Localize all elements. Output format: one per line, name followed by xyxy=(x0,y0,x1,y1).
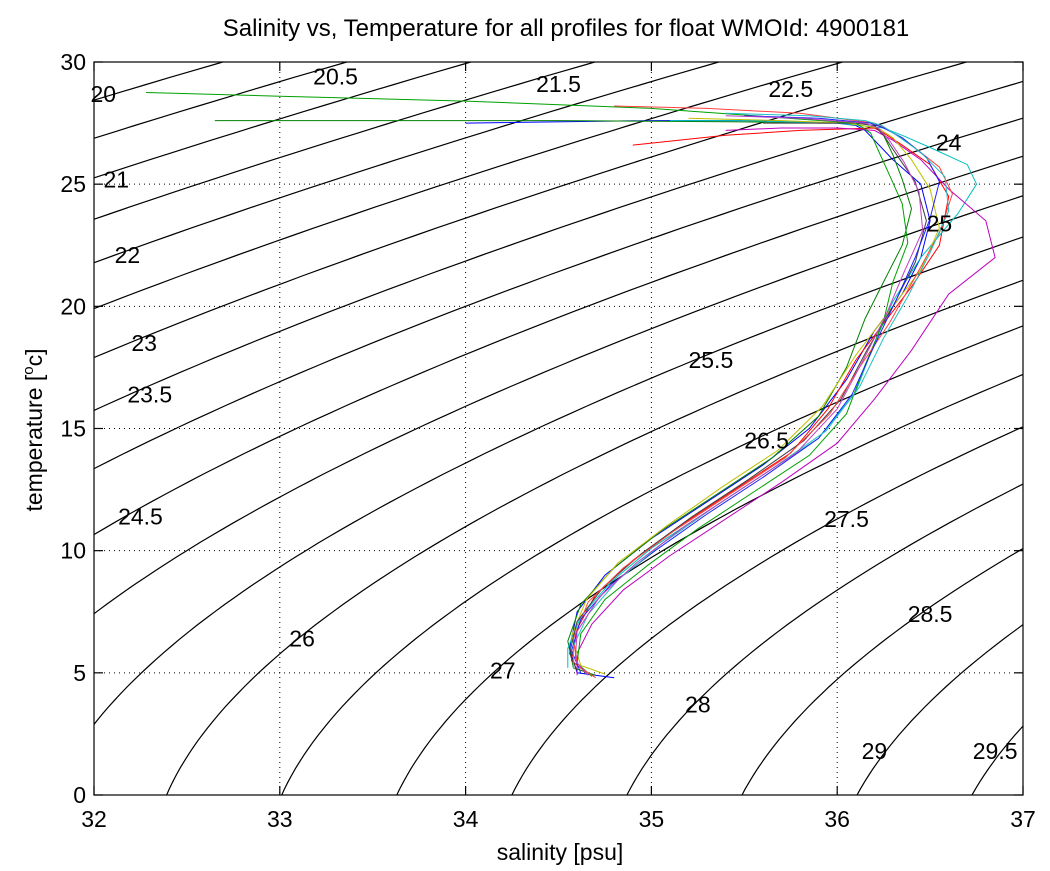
contour-label: 21 xyxy=(103,166,129,192)
contour-label: 27 xyxy=(490,657,516,683)
contour-label: 26.5 xyxy=(744,428,789,454)
contour-label: 20.5 xyxy=(313,64,358,90)
contour-label: 29 xyxy=(862,738,888,764)
profile-series-line xyxy=(570,127,950,674)
contour-label: 24 xyxy=(936,130,962,156)
profile-series-line xyxy=(570,115,940,673)
isopycnal-line xyxy=(626,483,1023,795)
x-tick-label: 36 xyxy=(824,806,850,832)
isopycnal-line xyxy=(741,547,1023,795)
y-axis-label-end: c] xyxy=(21,348,47,366)
contour-label: 22.5 xyxy=(768,76,813,102)
y-tick-label: 5 xyxy=(73,660,86,686)
profile-series-line xyxy=(145,92,909,677)
y-axis-label: temperature [oc] xyxy=(20,348,47,511)
contour-label: 28.5 xyxy=(908,601,953,627)
contour-label: 20 xyxy=(90,81,116,107)
profile-series-line xyxy=(570,117,940,675)
axis-ticks xyxy=(93,61,1024,796)
profile-series-line xyxy=(572,112,950,668)
x-tick-labels: 32 33 34 35 36 37 xyxy=(81,806,1036,832)
x-tick-label: 32 xyxy=(81,806,107,832)
isopycnal-line xyxy=(971,725,1023,795)
isopycnal-line xyxy=(94,80,1023,412)
x-tick-label: 37 xyxy=(1010,806,1036,832)
y-tick-label: 0 xyxy=(73,782,86,808)
isopycnal-line xyxy=(281,325,1023,795)
x-tick-label: 34 xyxy=(453,806,479,832)
y-axis-label-superscript: o xyxy=(20,366,37,374)
contour-label: 25.5 xyxy=(688,347,733,373)
isopycnal-line xyxy=(94,62,969,359)
contour-label: 23 xyxy=(131,330,157,356)
contour-labels: 20 20.5 21 21.5 22 22.5 23 23.5 24 24.5 25 25.5 26 26… xyxy=(90,64,1017,764)
x-axis-label: salinity [psu] xyxy=(497,839,624,865)
y-tick-label: 30 xyxy=(60,49,86,75)
y-tick-label: 15 xyxy=(60,416,86,442)
contour-label: 28 xyxy=(685,692,711,718)
contour-label: 25 xyxy=(927,210,953,236)
isopycnal-line xyxy=(94,62,845,310)
isopycnal-line xyxy=(94,236,1023,726)
x-tick-label: 35 xyxy=(639,806,665,832)
profile-series-line xyxy=(574,115,924,676)
isopycnal-line xyxy=(94,195,1023,615)
grid-lines xyxy=(94,62,1023,795)
isopycnal-line xyxy=(856,623,1023,795)
contour-label: 26 xyxy=(289,626,315,652)
isopycnal-line xyxy=(511,426,1023,795)
profile-lines xyxy=(145,92,996,679)
contour-label: 24.5 xyxy=(118,503,163,529)
x-tick-label: 33 xyxy=(267,806,293,832)
contour-label: 23.5 xyxy=(127,381,172,407)
isopycnal-line xyxy=(94,62,721,264)
y-axis-label-main: temperature [ xyxy=(21,374,47,511)
isopycnal-line xyxy=(94,155,1023,536)
isopycnal-line xyxy=(94,62,598,220)
isopycnal-line xyxy=(94,117,1023,470)
profile-series-line xyxy=(465,120,931,679)
y-tick-label: 25 xyxy=(60,171,86,197)
profile-series-line xyxy=(572,105,953,679)
y-tick-labels: 0 5 10 15 20 25 30 xyxy=(60,49,86,808)
contour-label: 22 xyxy=(115,242,141,268)
profile-series-line xyxy=(576,127,996,676)
contour-label: 21.5 xyxy=(536,71,581,97)
isopycnal-line xyxy=(94,62,225,101)
isopycnal-line xyxy=(165,279,1023,795)
isopycnal-line xyxy=(396,373,1023,795)
y-tick-label: 10 xyxy=(60,538,86,564)
chart-title: Salinity vs, Temperature for all profile… xyxy=(223,15,910,42)
y-tick-label: 20 xyxy=(60,293,86,319)
density-contours xyxy=(94,62,1023,795)
contour-label: 29.5 xyxy=(973,738,1018,764)
contour-label: 27.5 xyxy=(824,506,869,532)
profile-series-line xyxy=(214,120,913,676)
isopycnal-line xyxy=(94,62,474,179)
